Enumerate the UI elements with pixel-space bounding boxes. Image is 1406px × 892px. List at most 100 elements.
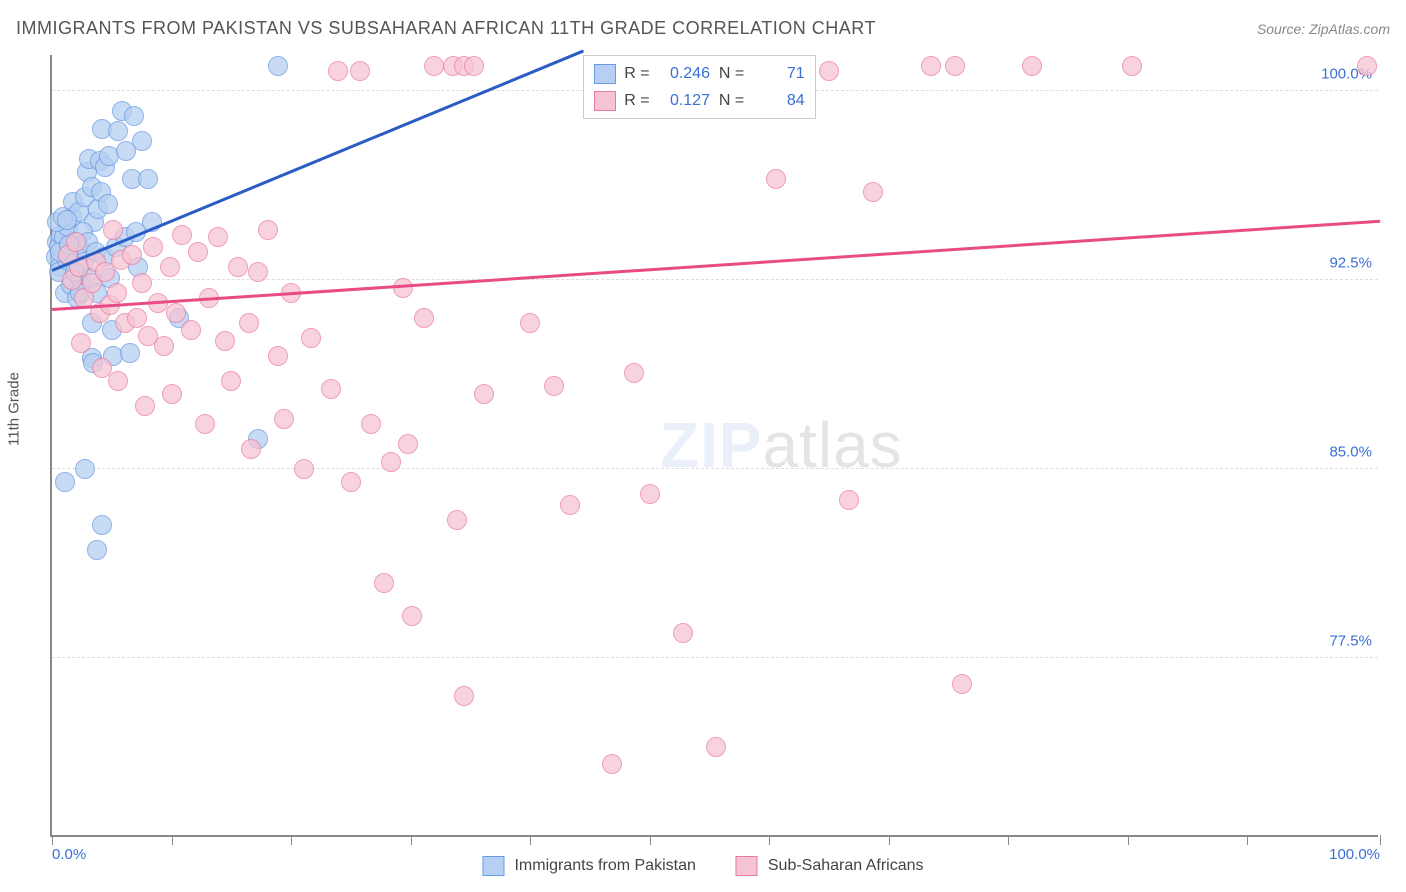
data-point-ssa: [454, 686, 474, 706]
data-point-ssa: [248, 262, 268, 282]
x-tick: [650, 835, 651, 845]
data-point-pak: [138, 169, 158, 189]
x-tick-label: 100.0%: [1329, 846, 1380, 863]
data-point-ssa: [294, 459, 314, 479]
x-tick: [1247, 835, 1248, 845]
data-point-ssa: [154, 336, 174, 356]
legend-label-ssa: Sub-Saharan Africans: [768, 857, 924, 875]
x-tick: [1008, 835, 1009, 845]
data-point-pak: [55, 472, 75, 492]
legend-item-ssa: Sub-Saharan Africans: [736, 856, 924, 876]
data-point-ssa: [71, 333, 91, 353]
legend-item-pak: Immigrants from Pakistan: [482, 856, 695, 876]
data-point-ssa: [122, 245, 142, 265]
data-point-ssa: [268, 346, 288, 366]
data-point-ssa: [361, 414, 381, 434]
data-point-ssa: [321, 379, 341, 399]
data-point-ssa: [520, 313, 540, 333]
y-tick-label: 92.5%: [1329, 255, 1372, 272]
correlation-row-pak: R = 0.246 N = 71: [594, 60, 804, 87]
legend-label-pak: Immigrants from Pakistan: [514, 857, 695, 875]
data-point-pak: [108, 121, 128, 141]
watermark-part2: atlas: [762, 409, 902, 481]
data-point-ssa: [341, 472, 361, 492]
x-tick: [769, 835, 770, 845]
data-point-ssa: [103, 220, 123, 240]
data-point-ssa: [188, 242, 208, 262]
data-point-ssa: [819, 61, 839, 81]
legend-bottom: Immigrants from Pakistan Sub-Saharan Afr…: [482, 856, 923, 876]
data-point-pak: [92, 515, 112, 535]
watermark: ZIPatlas: [660, 408, 903, 482]
data-point-pak: [87, 540, 107, 560]
source-prefix: Source:: [1257, 21, 1309, 37]
x-tick: [291, 835, 292, 845]
y-axis-label: 11th Grade: [6, 372, 23, 446]
data-point-ssa: [66, 232, 86, 252]
x-tick: [411, 835, 412, 845]
data-point-ssa: [952, 674, 972, 694]
y-tick-label: 85.0%: [1329, 444, 1372, 461]
x-tick: [52, 835, 53, 845]
data-point-ssa: [1357, 56, 1377, 76]
data-point-ssa: [1122, 56, 1142, 76]
plot-area: ZIPatlas 77.5%85.0%92.5%100.0%0.0%100.0%…: [50, 55, 1378, 837]
data-point-ssa: [414, 308, 434, 328]
data-point-ssa: [107, 283, 127, 303]
correlation-swatch-ssa: [594, 91, 616, 111]
gridline: [52, 468, 1378, 469]
data-point-ssa: [135, 396, 155, 416]
correlation-text-pak: R = 0.246 N = 71: [624, 60, 804, 87]
data-point-ssa: [921, 56, 941, 76]
x-tick-label: 0.0%: [52, 846, 86, 863]
chart-title: IMMIGRANTS FROM PAKISTAN VS SUBSAHARAN A…: [16, 18, 876, 39]
data-point-ssa: [208, 227, 228, 247]
data-point-ssa: [706, 737, 726, 757]
data-point-pak: [132, 131, 152, 151]
data-point-ssa: [1022, 56, 1042, 76]
data-point-ssa: [863, 182, 883, 202]
data-point-ssa: [766, 169, 786, 189]
data-point-ssa: [228, 257, 248, 277]
data-point-ssa: [241, 439, 261, 459]
legend-swatch-pak: [482, 856, 504, 876]
data-point-pak: [268, 56, 288, 76]
correlation-text-ssa: R = 0.127 N = 84: [624, 87, 804, 114]
data-point-ssa: [258, 220, 278, 240]
data-point-ssa: [172, 225, 192, 245]
data-point-ssa: [464, 56, 484, 76]
data-point-pak: [98, 194, 118, 214]
data-point-ssa: [221, 371, 241, 391]
data-point-ssa: [447, 510, 467, 530]
data-point-ssa: [945, 56, 965, 76]
data-point-ssa: [640, 484, 660, 504]
correlation-row-ssa: R = 0.127 N = 84: [594, 87, 804, 114]
data-point-ssa: [839, 490, 859, 510]
data-point-ssa: [166, 303, 186, 323]
legend-swatch-ssa: [736, 856, 758, 876]
data-point-ssa: [424, 56, 444, 76]
data-point-pak: [124, 106, 144, 126]
data-point-ssa: [398, 434, 418, 454]
data-point-ssa: [108, 371, 128, 391]
data-point-ssa: [127, 308, 147, 328]
data-point-ssa: [402, 606, 422, 626]
data-point-ssa: [560, 495, 580, 515]
gridline: [52, 657, 1378, 658]
data-point-ssa: [328, 61, 348, 81]
trend-line-pak: [51, 50, 583, 272]
x-tick: [172, 835, 173, 845]
data-point-pak: [75, 459, 95, 479]
data-point-ssa: [143, 237, 163, 257]
source-name: ZipAtlas.com: [1309, 21, 1390, 37]
data-point-ssa: [602, 754, 622, 774]
data-point-ssa: [195, 414, 215, 434]
y-tick-label: 77.5%: [1329, 633, 1372, 650]
data-point-ssa: [160, 257, 180, 277]
data-point-ssa: [301, 328, 321, 348]
data-point-ssa: [181, 320, 201, 340]
correlation-swatch-pak: [594, 64, 616, 84]
data-point-ssa: [274, 409, 294, 429]
data-point-ssa: [544, 376, 564, 396]
data-point-ssa: [215, 331, 235, 351]
